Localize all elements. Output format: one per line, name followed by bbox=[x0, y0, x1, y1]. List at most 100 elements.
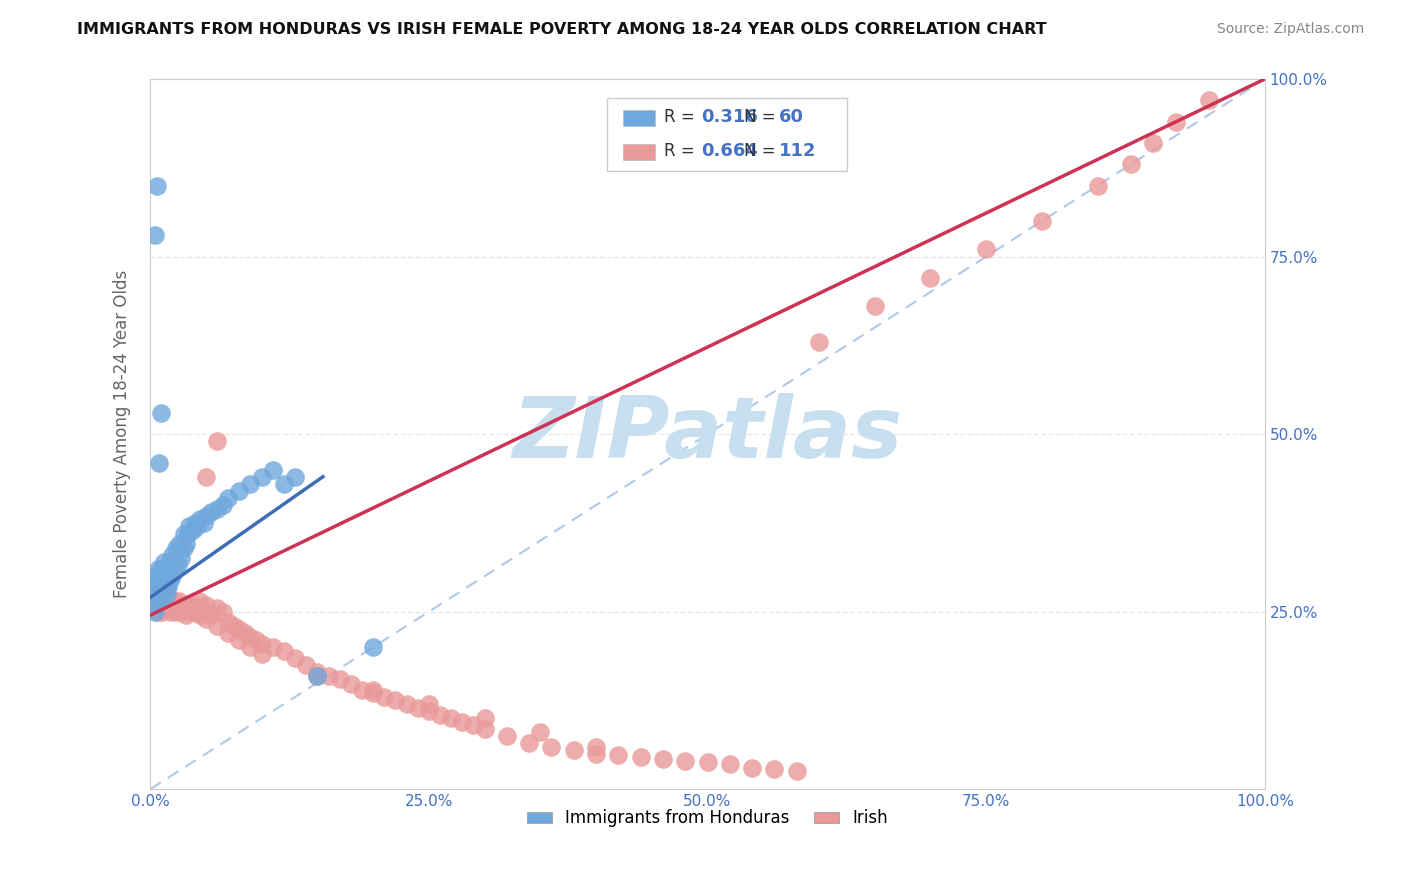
Point bbox=[585, 739, 607, 754]
Point bbox=[145, 576, 167, 591]
Point bbox=[146, 583, 169, 598]
Point bbox=[156, 587, 179, 601]
Point bbox=[239, 640, 262, 655]
Point bbox=[361, 686, 384, 700]
Point bbox=[384, 693, 406, 707]
Point bbox=[150, 562, 173, 576]
Point bbox=[157, 601, 180, 615]
Point bbox=[673, 754, 696, 768]
Point bbox=[395, 697, 418, 711]
Point bbox=[184, 601, 207, 615]
Point bbox=[162, 601, 184, 615]
Point bbox=[474, 722, 496, 736]
Point bbox=[418, 704, 440, 718]
Point bbox=[194, 598, 217, 612]
Point bbox=[173, 526, 195, 541]
Point bbox=[143, 583, 166, 598]
Point bbox=[145, 598, 167, 612]
Point bbox=[262, 640, 284, 655]
Point bbox=[174, 608, 197, 623]
Point bbox=[179, 519, 201, 533]
Point bbox=[150, 580, 173, 594]
Point bbox=[186, 519, 208, 533]
Point bbox=[920, 270, 942, 285]
Point bbox=[149, 569, 172, 583]
Point bbox=[167, 601, 190, 615]
Point bbox=[163, 562, 186, 576]
Point bbox=[188, 594, 211, 608]
Point bbox=[146, 605, 169, 619]
Point bbox=[165, 541, 187, 555]
Point bbox=[233, 626, 256, 640]
Text: 60: 60 bbox=[779, 108, 804, 127]
Point bbox=[228, 633, 250, 648]
Point bbox=[763, 762, 786, 776]
Text: Source: ZipAtlas.com: Source: ZipAtlas.com bbox=[1216, 22, 1364, 37]
Point bbox=[159, 594, 181, 608]
Point bbox=[146, 562, 169, 576]
Point bbox=[496, 729, 519, 743]
Point bbox=[786, 764, 808, 779]
Point bbox=[146, 569, 169, 583]
Point bbox=[193, 516, 215, 530]
Point bbox=[307, 668, 329, 682]
Point bbox=[295, 657, 318, 672]
Point bbox=[156, 598, 179, 612]
Text: N =: N = bbox=[744, 108, 782, 127]
Point bbox=[562, 743, 585, 757]
Point bbox=[159, 573, 181, 587]
Point bbox=[429, 707, 451, 722]
Point bbox=[149, 598, 172, 612]
Point bbox=[217, 626, 239, 640]
Text: 112: 112 bbox=[779, 143, 817, 161]
Point bbox=[718, 757, 741, 772]
Point bbox=[153, 591, 176, 605]
Point bbox=[250, 469, 273, 483]
Point bbox=[340, 677, 363, 691]
Point bbox=[194, 469, 217, 483]
Point bbox=[152, 594, 174, 608]
Point bbox=[1031, 214, 1053, 228]
Point bbox=[148, 576, 170, 591]
Point bbox=[273, 644, 295, 658]
Point bbox=[150, 406, 173, 420]
Point bbox=[163, 594, 186, 608]
Point bbox=[150, 591, 173, 605]
Point bbox=[150, 587, 173, 601]
Point bbox=[188, 608, 211, 623]
Point bbox=[174, 537, 197, 551]
Point bbox=[166, 598, 188, 612]
Point bbox=[250, 637, 273, 651]
Point bbox=[146, 178, 169, 193]
Point bbox=[1198, 93, 1220, 107]
Point bbox=[205, 601, 228, 615]
Point bbox=[652, 752, 675, 766]
Point bbox=[165, 605, 187, 619]
FancyBboxPatch shape bbox=[623, 144, 655, 160]
Point bbox=[284, 650, 307, 665]
Point bbox=[143, 605, 166, 619]
Point bbox=[155, 601, 177, 615]
Point bbox=[307, 665, 329, 679]
Text: 0.316: 0.316 bbox=[700, 108, 758, 127]
Point bbox=[974, 243, 997, 257]
Point bbox=[152, 591, 174, 605]
FancyBboxPatch shape bbox=[623, 110, 655, 126]
Point bbox=[307, 668, 329, 682]
Point bbox=[167, 558, 190, 573]
Point bbox=[211, 498, 233, 512]
Point bbox=[152, 605, 174, 619]
FancyBboxPatch shape bbox=[607, 98, 846, 171]
Point bbox=[361, 640, 384, 655]
Point bbox=[529, 725, 551, 739]
Point bbox=[142, 591, 165, 605]
Point bbox=[152, 573, 174, 587]
Point bbox=[211, 605, 233, 619]
Point bbox=[463, 718, 485, 732]
Point bbox=[173, 598, 195, 612]
Point bbox=[162, 548, 184, 562]
Point bbox=[239, 630, 262, 644]
Point bbox=[273, 476, 295, 491]
Point bbox=[173, 598, 195, 612]
Point bbox=[148, 591, 170, 605]
